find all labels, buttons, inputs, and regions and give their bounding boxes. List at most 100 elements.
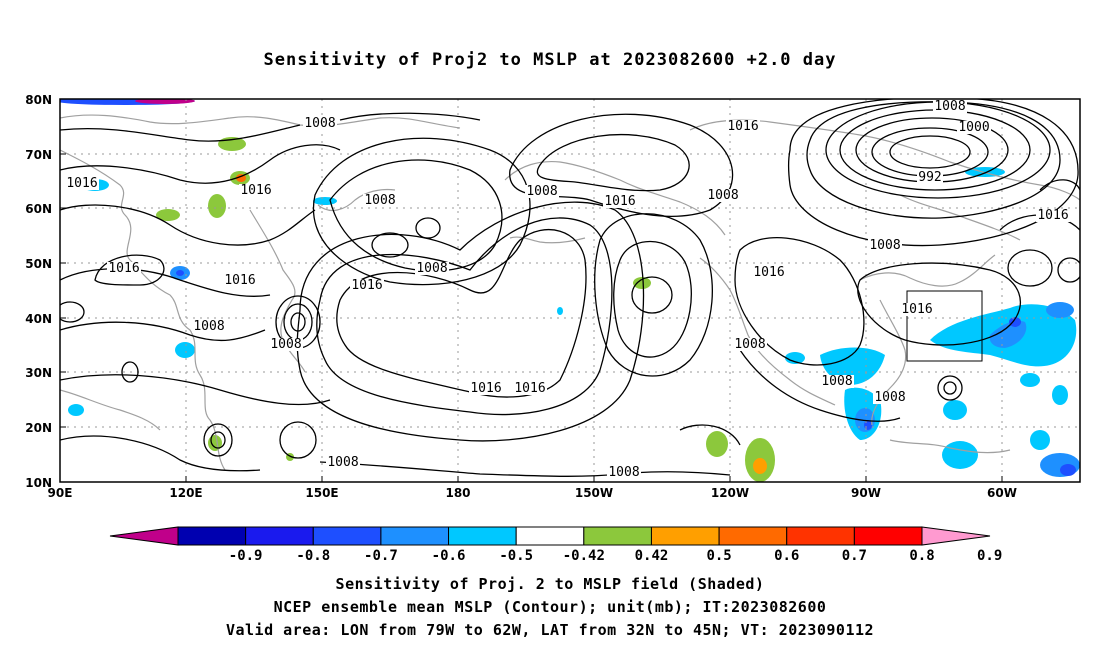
contour-label-bg bbox=[917, 171, 943, 184]
contour-line bbox=[509, 113, 734, 217]
contour-label: 1016 bbox=[351, 278, 382, 293]
colorbar-swatch bbox=[177, 526, 247, 546]
colorbar-swatch bbox=[853, 526, 923, 546]
lat-label: 50N bbox=[25, 257, 52, 271]
contour-label-bg bbox=[752, 266, 786, 279]
contour-line bbox=[94, 254, 165, 286]
plot-frame bbox=[59, 98, 1081, 483]
colorbar-label: 0.7 bbox=[842, 548, 867, 564]
contour-label-bg bbox=[107, 262, 141, 275]
contour-label-bg bbox=[726, 120, 760, 133]
shade-blob bbox=[942, 441, 978, 469]
contour-label-bg bbox=[868, 239, 902, 252]
contour-label-bg bbox=[363, 194, 397, 207]
contour-label-bg bbox=[873, 391, 907, 404]
contour-label: 1016 bbox=[470, 381, 501, 396]
colorbar-swatch bbox=[109, 526, 179, 546]
contour-label-bg bbox=[607, 466, 641, 479]
contour-label: 1016 bbox=[514, 381, 545, 396]
lon-label: 120W bbox=[711, 486, 749, 500]
axis-ticks bbox=[60, 98, 1003, 482]
contour-label: 1016 bbox=[1037, 208, 1068, 223]
shade-blob bbox=[706, 431, 728, 457]
contour-label: 1016 bbox=[604, 194, 635, 209]
shade-blob bbox=[1046, 302, 1074, 318]
contour-labels: 1008 1016 1008 1000 992 1016 1016 1008 1016 1008 1… bbox=[65, 99, 1070, 480]
colorbar-swatch bbox=[515, 526, 585, 546]
contour-label: 1016 bbox=[901, 302, 932, 317]
contour-line bbox=[371, 232, 409, 258]
contour-line bbox=[60, 435, 261, 472]
contour-line bbox=[60, 374, 331, 406]
colorbar-label: 0.9 bbox=[977, 548, 1002, 564]
contour-line bbox=[631, 276, 673, 314]
coastline bbox=[317, 188, 396, 212]
contour-line bbox=[60, 204, 316, 246]
contour-line bbox=[1039, 179, 1080, 191]
colorbar-label: 0.5 bbox=[706, 548, 731, 564]
contour-label: 1008 bbox=[707, 188, 738, 203]
contour-label: 1008 bbox=[304, 116, 335, 131]
lat-label: 80N bbox=[25, 93, 52, 107]
contour-line bbox=[121, 361, 139, 383]
coastline bbox=[60, 114, 461, 129]
colorbar-label: -0.9 bbox=[229, 548, 263, 564]
shaded-field bbox=[60, 99, 1080, 482]
contour-line bbox=[60, 268, 271, 297]
colorbar-label: -0.8 bbox=[296, 548, 330, 564]
coastline bbox=[899, 194, 1021, 241]
contour-label-bg bbox=[1036, 209, 1070, 222]
colorbar-label: -0.6 bbox=[432, 548, 466, 564]
colorbar-swatch bbox=[650, 526, 720, 546]
contour-line bbox=[415, 217, 441, 239]
colorbar-swatch bbox=[786, 526, 855, 546]
contour-label-bg bbox=[957, 121, 991, 134]
shade-blob bbox=[943, 400, 967, 420]
shade-blob bbox=[753, 458, 767, 474]
contour-label-bg bbox=[469, 382, 503, 395]
shade-blob bbox=[785, 352, 805, 364]
caption-line-2: NCEP ensemble mean MSLP (Contour); unit(… bbox=[273, 598, 827, 616]
colorbar-label: 0.8 bbox=[909, 548, 934, 564]
shade-blob bbox=[1030, 430, 1050, 450]
contour-line bbox=[806, 101, 1061, 219]
colorbar-swatch bbox=[380, 526, 450, 546]
colorbar: -0.9 -0.8 -0.7 -0.6 -0.5 -0.42 0.42 0.5 0.6 0.7 0.… bbox=[109, 526, 1002, 564]
colorbar-swatch bbox=[921, 526, 991, 546]
contour-label: 1008 bbox=[416, 261, 447, 276]
contour-label: 1016 bbox=[240, 183, 271, 198]
colorbar-swatch bbox=[718, 526, 788, 546]
contour-label: 1008 bbox=[270, 337, 301, 352]
lon-label: 90W bbox=[851, 486, 881, 500]
contour-label-bg bbox=[525, 185, 559, 198]
contour-label: 1008 bbox=[526, 184, 557, 199]
colorbar-swatch bbox=[312, 526, 382, 546]
contour-label-bg bbox=[350, 279, 384, 292]
colorbar-swatch bbox=[245, 526, 314, 546]
colorbar-label: 0.6 bbox=[774, 548, 799, 564]
grid bbox=[60, 99, 1080, 482]
shade-blob bbox=[176, 270, 184, 276]
figure-title: Sensitivity of Proj2 to MSLP at 20230826… bbox=[263, 50, 837, 70]
contour-line bbox=[329, 159, 503, 272]
contour-line bbox=[312, 137, 531, 286]
lat-labels: 80N 70N 60N 50N 40N 30N 20N 10N bbox=[25, 93, 52, 490]
contour-line bbox=[1057, 257, 1080, 283]
contour-label: 1016 bbox=[108, 261, 139, 276]
contour-label: 992 bbox=[918, 170, 941, 185]
coastline bbox=[509, 236, 586, 244]
coastline bbox=[699, 257, 836, 406]
contour-label: 1000 bbox=[958, 120, 989, 135]
shade-blob bbox=[1060, 464, 1076, 476]
shade-blob bbox=[135, 99, 195, 104]
contour-line bbox=[203, 423, 233, 457]
lon-labels: 90E 120E 150E 180 150W 120W 90W 60W bbox=[48, 486, 1017, 500]
contour-label-bg bbox=[326, 456, 360, 469]
contour-label: 1008 bbox=[934, 99, 965, 114]
contour-line bbox=[679, 424, 741, 446]
contour-line bbox=[943, 381, 957, 395]
contour-label: 1008 bbox=[821, 374, 852, 389]
lon-label: 60W bbox=[987, 486, 1017, 500]
contour-line bbox=[594, 213, 713, 377]
